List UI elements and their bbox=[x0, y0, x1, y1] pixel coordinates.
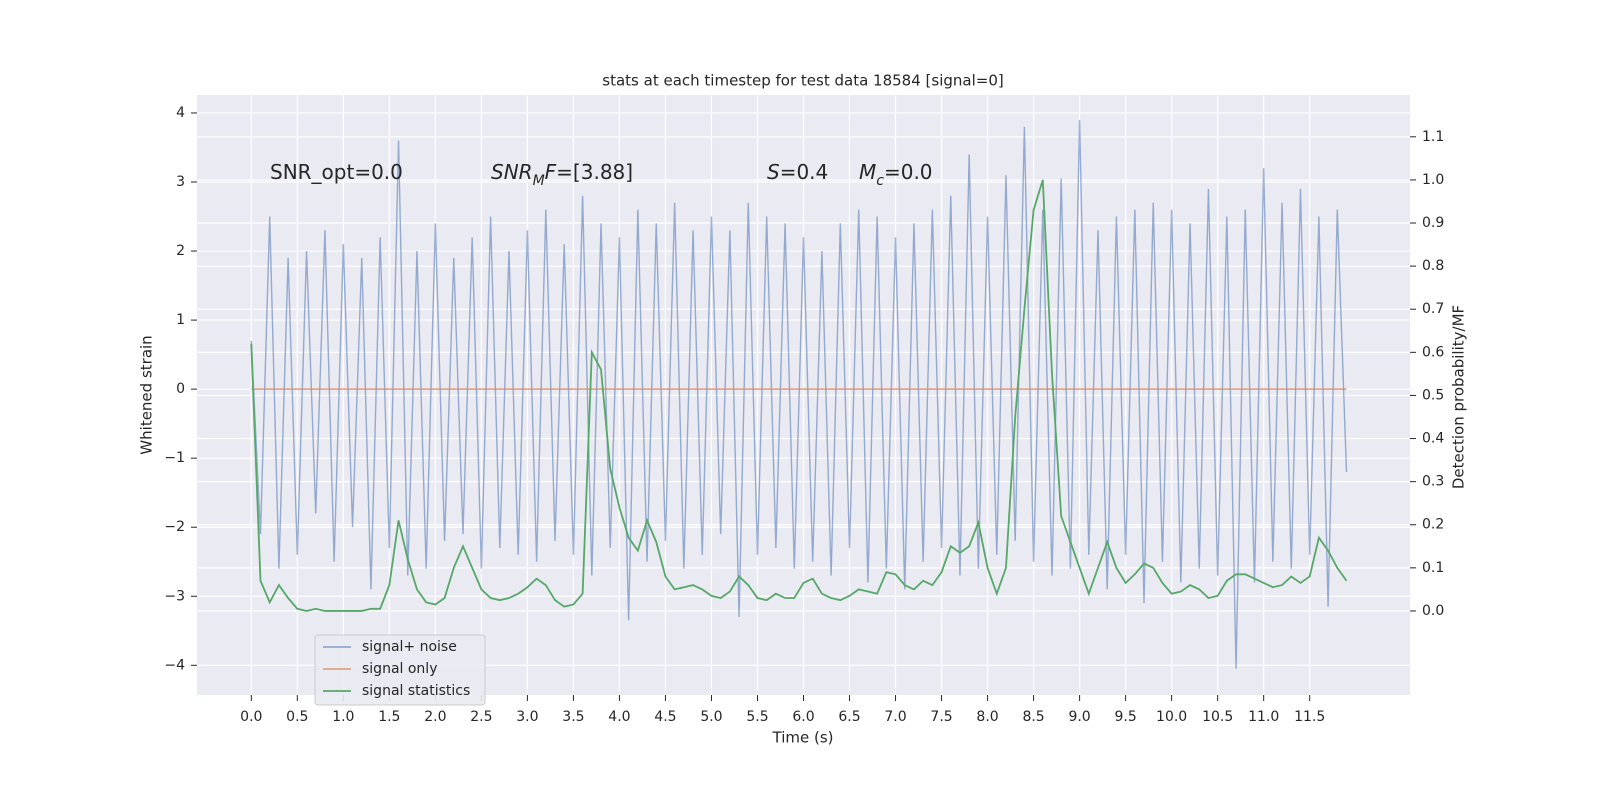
y-tick-label: 3 bbox=[176, 174, 185, 190]
x-tick-label: 11.5 bbox=[1294, 709, 1325, 725]
x-tick-label: 5.5 bbox=[746, 709, 768, 725]
y-tick-label: 1 bbox=[176, 312, 185, 328]
annotation-part: F bbox=[545, 160, 557, 184]
y-tick-label: −1 bbox=[164, 450, 185, 466]
annotation-part: S bbox=[767, 160, 780, 184]
x-tick-label: 5.0 bbox=[700, 709, 722, 725]
y2-tick-label: 0.8 bbox=[1422, 258, 1444, 274]
x-tick-label: 3.5 bbox=[562, 709, 584, 725]
y-axis-label: Whitened strain bbox=[138, 335, 156, 454]
legend-box bbox=[314, 634, 486, 706]
y2-tick-label: 1.0 bbox=[1422, 172, 1444, 188]
x-tick-label: 2.5 bbox=[470, 709, 492, 725]
x-tick-label: 10.0 bbox=[1156, 709, 1187, 725]
series-line bbox=[250, 119, 1348, 669]
axes: 0.0 0.5 1.0 1.5 2.0 2.5 3.0 3.5 4.0 4.5 5.0 5.5 6.0 6… bbox=[164, 105, 1444, 725]
x-tick-label: 1.5 bbox=[378, 709, 400, 725]
series-line bbox=[250, 179, 1348, 612]
annotation-part: SNR bbox=[491, 160, 533, 184]
x-tick-label: 7.5 bbox=[930, 709, 952, 725]
legend-label: signal+ noise bbox=[362, 639, 457, 655]
y2-tick-label: 0.6 bbox=[1422, 344, 1444, 360]
annotation: S=0.4 bbox=[767, 160, 828, 184]
y2-tick-label: 0.3 bbox=[1422, 474, 1444, 490]
annotation-part: M bbox=[859, 160, 876, 184]
y-tick-label: 0 bbox=[176, 381, 185, 397]
y2-tick-label: 1.1 bbox=[1422, 129, 1444, 145]
y-tick-label: 2 bbox=[176, 243, 185, 259]
annotation-part: =[3.88] bbox=[556, 160, 633, 184]
y2-tick-label: 0.0 bbox=[1422, 603, 1444, 619]
x-tick-label: 10.5 bbox=[1202, 709, 1233, 725]
x-axis-label: Time (s) bbox=[772, 729, 834, 747]
x-tick-label: 4.0 bbox=[608, 709, 630, 725]
annotation: SNR_opt=0.0 bbox=[270, 160, 403, 184]
legend-label: signal only bbox=[362, 661, 437, 677]
x-tick-label: 8.0 bbox=[976, 709, 998, 725]
x-tick-label: 9.0 bbox=[1068, 709, 1090, 725]
annotation: SNRMF=[3.88] bbox=[491, 160, 633, 190]
y-tick-label: −2 bbox=[164, 519, 185, 535]
annotation: Mc=0.0 bbox=[859, 160, 933, 190]
x-tick-label: 9.5 bbox=[1114, 709, 1136, 725]
y2-tick-label: 0.7 bbox=[1422, 301, 1444, 317]
annotation-part: c bbox=[876, 173, 884, 189]
annotation-part: SNR_opt=0.0 bbox=[270, 160, 403, 184]
y2-tick-label: 0.5 bbox=[1422, 387, 1444, 403]
y-tick-label: −4 bbox=[164, 657, 185, 673]
x-tick-label: 6.5 bbox=[838, 709, 860, 725]
y2-tick-label: 0.1 bbox=[1422, 560, 1444, 576]
x-tick-label: 8.5 bbox=[1022, 709, 1044, 725]
x-tick-label: 2.0 bbox=[424, 709, 446, 725]
x-tick-label: 7.0 bbox=[884, 709, 906, 725]
legend-label: signal statistics bbox=[362, 683, 470, 699]
annotation-part: M bbox=[533, 173, 545, 189]
x-tick-label: 4.5 bbox=[654, 709, 676, 725]
y2-tick-label: 0.2 bbox=[1422, 517, 1444, 533]
legend: signal+ noise signal only signal statistic… bbox=[314, 634, 486, 706]
annotation-part: =0.0 bbox=[884, 160, 933, 184]
x-tick-label: 11.0 bbox=[1248, 709, 1279, 725]
y2-axis-label: Detection probability/MF bbox=[1450, 305, 1468, 489]
y-tick-label: −3 bbox=[164, 588, 185, 604]
x-tick-label: 3.0 bbox=[516, 709, 538, 725]
y2-tick-label: 0.4 bbox=[1422, 431, 1444, 447]
y-tick-label: 4 bbox=[176, 105, 185, 121]
x-tick-label: 0.5 bbox=[286, 709, 308, 725]
x-tick-label: 0.0 bbox=[240, 709, 262, 725]
y2-tick-label: 0.9 bbox=[1422, 215, 1444, 231]
chart-title: stats at each timestep for test data 185… bbox=[602, 72, 1003, 90]
annotation-part: =0.4 bbox=[780, 160, 829, 184]
x-tick-label: 6.0 bbox=[792, 709, 814, 725]
series-layer bbox=[250, 119, 1348, 669]
x-tick-label: 1.0 bbox=[332, 709, 354, 725]
